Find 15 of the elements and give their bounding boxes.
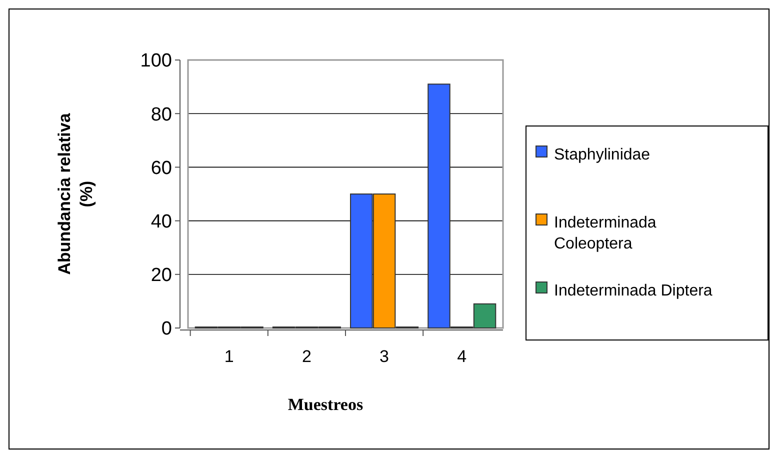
y-tick-label: 60 bbox=[150, 158, 172, 179]
y-tick-label: 80 bbox=[150, 104, 172, 126]
x-tick-label: 4 bbox=[457, 347, 467, 366]
y-tick-label: 20 bbox=[150, 265, 172, 286]
x-tick-label: 2 bbox=[302, 347, 312, 366]
legend-label: Indeterminada Diptera bbox=[554, 282, 712, 300]
y-axis-title: Abundancia relativa (%) bbox=[55, 112, 96, 275]
legend-label: Staphylinidae bbox=[554, 146, 650, 164]
x-tick-label: 1 bbox=[224, 347, 234, 366]
x-axis-title: Muestreos bbox=[288, 395, 364, 414]
y-tick-label: 40 bbox=[150, 211, 172, 232]
x-tick-label: 3 bbox=[380, 347, 390, 366]
y-tick-label: 100 bbox=[140, 50, 172, 72]
legend-label: Indeterminada Coleoptera bbox=[554, 214, 656, 253]
y-tick-label: 0 bbox=[161, 318, 172, 340]
